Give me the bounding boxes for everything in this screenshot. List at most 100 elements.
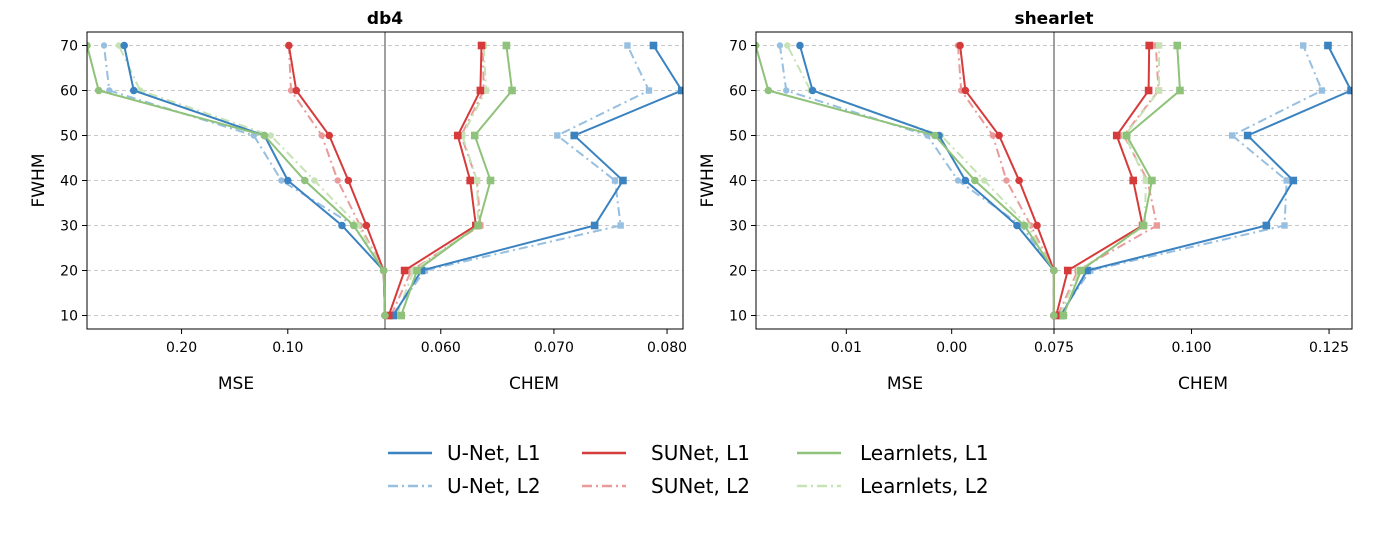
- x-axis-label-mse: MSE: [887, 374, 923, 394]
- data-point-mse: [1033, 221, 1041, 230]
- data-point-chem: [590, 221, 599, 230]
- data-point-mse: [796, 41, 804, 50]
- data-point-mse: [381, 311, 389, 320]
- data-point-chem: [473, 177, 481, 184]
- data-point-mse: [954, 177, 962, 184]
- data-point-mse: [981, 177, 988, 184]
- data-point-chem: [1281, 222, 1288, 229]
- data-point-chem: [1155, 87, 1163, 94]
- data-point-chem: [1077, 266, 1085, 275]
- series-u-net-l2: [776, 42, 1326, 319]
- legend-label: U-Net, L2: [447, 474, 541, 498]
- data-point-chem: [1145, 41, 1153, 50]
- data-point-chem: [624, 42, 631, 49]
- data-point-mse: [995, 131, 1003, 140]
- data-point-chem: [477, 41, 486, 50]
- legend-item: Learnlets, L1: [797, 441, 989, 465]
- data-point-mse: [956, 41, 964, 50]
- data-point-mse: [338, 221, 346, 230]
- data-point-mse: [1020, 221, 1029, 230]
- data-point-mse: [971, 176, 979, 185]
- data-point-mse: [283, 176, 292, 185]
- y-tick-label: 70: [60, 39, 78, 55]
- data-point-chem: [417, 266, 426, 275]
- data-point-mse: [1050, 311, 1058, 320]
- data-point-chem: [649, 41, 658, 50]
- legend-item: U-Net, L2: [388, 474, 541, 498]
- legend-label: Learnlets, L1: [860, 441, 989, 465]
- data-point-chem: [508, 86, 516, 95]
- data-point-mse: [1013, 221, 1021, 230]
- data-point-chem: [1347, 86, 1352, 95]
- axes-frame: [86, 31, 684, 330]
- x-tick-label: 0.20: [166, 340, 197, 356]
- data-point-mse: [344, 176, 353, 185]
- axes-frame: [755, 31, 1353, 330]
- data-point-chem: [617, 222, 624, 229]
- plot-area: [87, 41, 683, 320]
- data-point-chem: [570, 131, 579, 140]
- y-tick-label: 40: [60, 174, 78, 190]
- data-point-mse: [379, 266, 388, 275]
- data-point-chem: [1173, 41, 1182, 50]
- data-point-chem: [1155, 42, 1163, 49]
- y-tick-label: 40: [729, 174, 747, 190]
- data-point-mse: [961, 176, 970, 185]
- data-point-mse: [961, 86, 970, 95]
- data-point-mse: [318, 132, 325, 139]
- legend-item: Learnlets, L2: [797, 474, 989, 498]
- x-tick-label: 0.125: [1309, 340, 1349, 356]
- data-point-chem: [459, 132, 466, 139]
- x-tick-label: 0.060: [421, 340, 461, 356]
- data-point-chem: [482, 87, 490, 94]
- data-point-chem: [1059, 311, 1068, 320]
- panel-db4: 10 20 30 40 50 60 70 0.20 0.10 0.060 0.070 0.080 MSE…: [29, 9, 687, 394]
- y-tick-label: 30: [729, 219, 747, 235]
- series-learnlets-l1: [756, 41, 1184, 320]
- panel-shearlet: 10 20 30 40 50 60 70 0.01 0.00 0.075 0.100 0.125 MSE…: [698, 9, 1353, 394]
- data-point-chem: [474, 221, 482, 230]
- data-point-chem: [1318, 87, 1326, 94]
- panel-title: db4: [367, 9, 403, 29]
- y-tick-label: 30: [60, 219, 78, 235]
- data-point-chem: [1229, 132, 1236, 139]
- x-tick-label: 0.080: [647, 340, 687, 356]
- legend-label: U-Net, L1: [447, 441, 541, 465]
- data-point-chem: [413, 266, 421, 275]
- y-tick-label: 10: [60, 309, 78, 325]
- data-point-chem: [397, 311, 405, 320]
- data-point-mse: [362, 221, 371, 230]
- data-point-chem: [1153, 222, 1161, 229]
- y-tick-label: 10: [729, 309, 747, 325]
- y-tick-label: 60: [729, 84, 747, 100]
- data-point-chem: [1262, 221, 1271, 230]
- legend-label: SUNet, L2: [651, 474, 750, 498]
- data-point-chem: [470, 131, 479, 140]
- data-point-chem: [1083, 266, 1091, 275]
- data-point-chem: [466, 176, 474, 185]
- data-point-mse: [267, 132, 274, 139]
- series-learnlets-l1: [87, 41, 516, 320]
- legend: U-Net, L1 SUNet, L1 Learnlets, L1 U-Net, L2…: [388, 441, 989, 498]
- legend-item: SUNet, L1: [582, 441, 750, 465]
- data-point-mse: [115, 42, 123, 49]
- x-tick-label: 0.100: [1171, 340, 1211, 356]
- plot-area: [756, 41, 1352, 320]
- data-point-mse: [931, 131, 939, 140]
- data-point-chem: [1300, 42, 1307, 49]
- y-tick-label: 20: [60, 264, 78, 280]
- y-axis-label: FWHM: [698, 153, 718, 207]
- legend-item: U-Net, L1: [388, 441, 541, 465]
- data-point-chem: [1122, 131, 1131, 140]
- data-point-mse: [311, 177, 318, 184]
- data-point-chem: [1324, 41, 1332, 50]
- data-point-mse: [1050, 266, 1058, 275]
- data-point-chem: [1283, 177, 1290, 184]
- data-point-chem: [611, 177, 619, 184]
- data-point-mse: [287, 87, 295, 94]
- y-tick-label: 20: [729, 264, 747, 280]
- data-point-mse: [1003, 177, 1010, 184]
- data-point-chem: [677, 86, 683, 95]
- data-point-chem: [486, 176, 495, 185]
